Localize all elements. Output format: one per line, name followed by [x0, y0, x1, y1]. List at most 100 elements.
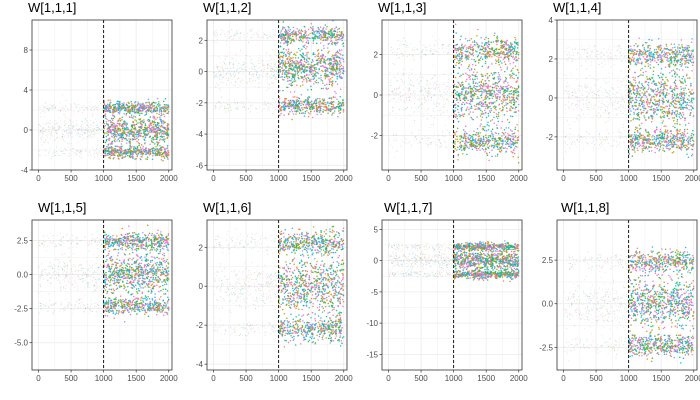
sample-point [288, 53, 291, 56]
burnin-point [427, 137, 429, 139]
sample-point [118, 112, 121, 115]
burnin-point [410, 78, 412, 80]
burnin-point [256, 71, 258, 74]
burnin-point [86, 106, 88, 108]
sample-point [159, 135, 162, 138]
burnin-point [93, 153, 95, 155]
burnin-point [224, 105, 226, 108]
burnin-point [78, 133, 80, 135]
sample-point [288, 63, 291, 66]
sample-point [312, 30, 315, 32]
sample-point [131, 110, 134, 113]
burnin-point [238, 36, 240, 38]
sample-point [331, 80, 334, 82]
burnin-point [237, 68, 239, 70]
sample-point [167, 135, 170, 137]
sample-point [149, 143, 151, 146]
burnin-point [55, 133, 57, 135]
sample-point [290, 41, 293, 43]
sample-point [294, 110, 296, 113]
sample-point [113, 122, 115, 125]
burnin-point [405, 108, 407, 110]
sample-point [330, 57, 332, 60]
burnin-point [449, 139, 451, 141]
sample-point [106, 152, 109, 155]
burnin-point [65, 119, 67, 121]
burnin-point [273, 71, 275, 73]
sample-point [305, 70, 308, 72]
burnin-point [270, 58, 272, 60]
burnin-point [231, 78, 233, 80]
sample-point [110, 121, 113, 123]
sample-point [134, 101, 137, 103]
burnin-point [66, 107, 68, 109]
sample-point [324, 77, 327, 80]
burnin-point [52, 108, 54, 110]
sample-point [297, 33, 299, 36]
burnin-point [91, 107, 93, 109]
sample-point [134, 138, 137, 141]
sample-point [309, 80, 312, 82]
burnin-point [419, 142, 421, 144]
burnin-point [410, 80, 412, 82]
sample-point [323, 30, 325, 32]
burnin-point [80, 125, 82, 127]
burnin-point [257, 76, 259, 79]
sample-point [119, 147, 122, 150]
sample-point [109, 156, 111, 158]
burnin-point [243, 105, 245, 107]
burnin-point [60, 147, 63, 149]
burnin-point [260, 61, 262, 63]
burnin-point [434, 50, 436, 53]
sample-point [117, 145, 119, 148]
burnin-point [66, 130, 68, 132]
burnin-point [438, 54, 440, 56]
burnin-point [41, 144, 43, 146]
sample-point [324, 72, 327, 75]
sample-point [155, 146, 157, 148]
sample-point [289, 99, 292, 102]
sample-point [144, 114, 146, 116]
sample-point [497, 133, 500, 135]
burnin-point [47, 134, 49, 136]
sample-point [109, 109, 111, 112]
sample-point [335, 39, 337, 42]
burnin-point [227, 110, 230, 112]
burnin-point [85, 106, 87, 109]
sample-point [144, 142, 146, 144]
sample-point [158, 111, 161, 113]
burnin-point [55, 130, 58, 132]
sample-point [133, 110, 135, 113]
burnin-point [438, 110, 440, 112]
burnin-point [419, 72, 422, 74]
sample-point [129, 144, 131, 147]
burnin-point [90, 131, 93, 133]
burnin-point [443, 73, 445, 75]
burnin-point [419, 141, 421, 143]
burnin-point [409, 89, 411, 91]
burnin-point [224, 107, 226, 109]
sample-point [457, 86, 460, 88]
burnin-point [424, 54, 426, 56]
sample-point [110, 131, 112, 134]
burnin-point [92, 147, 94, 149]
burnin-point [274, 31, 276, 33]
sample-point [320, 31, 323, 34]
sample-point [107, 134, 109, 137]
burnin-point [397, 98, 399, 100]
sample-point [127, 154, 129, 157]
burnin-point [428, 87, 430, 89]
burnin-point [69, 154, 71, 156]
burnin-point [425, 55, 427, 57]
sample-point [122, 152, 125, 154]
sample-point [329, 30, 331, 33]
sample-point [304, 112, 306, 114]
burnin-point [428, 136, 430, 139]
sample-point [309, 70, 311, 73]
burnin-point [426, 49, 428, 51]
burnin-point [393, 94, 395, 96]
burnin-point [419, 52, 421, 54]
sample-point [514, 140, 517, 142]
burnin-point [94, 118, 97, 120]
sample-point [307, 63, 309, 66]
